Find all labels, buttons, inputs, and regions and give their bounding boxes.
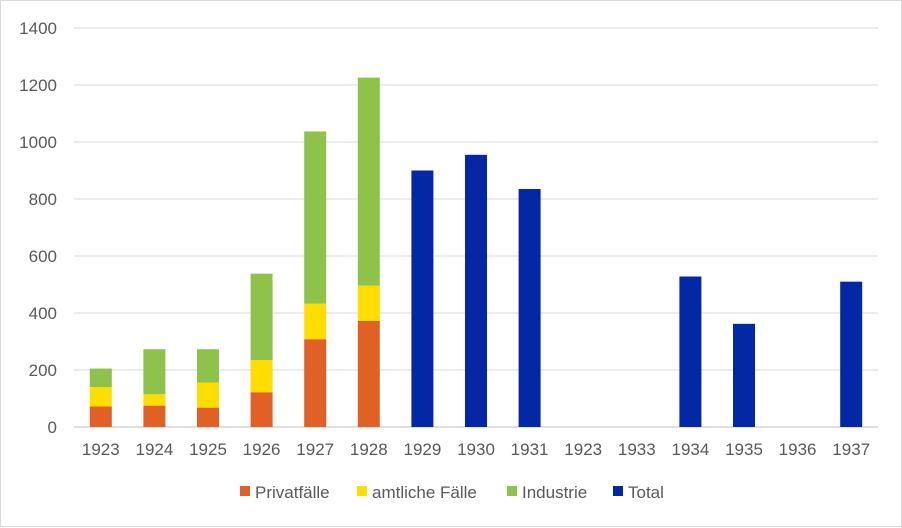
bar-amtliche-fälle-1923-0: [89, 387, 112, 407]
x-tick-label: 1927: [296, 440, 334, 459]
bar-industrie-1926-3: [250, 273, 273, 361]
x-tick-label: 1924: [135, 440, 173, 459]
bars: [89, 77, 863, 427]
bar-amtliche-fälle-1924-1: [143, 394, 166, 406]
bar-privatfälle-1926-3: [250, 392, 273, 427]
bar-industrie-1928-5: [357, 77, 380, 286]
x-tick-label: 1934: [671, 440, 709, 459]
y-tick-label: 800: [29, 190, 57, 209]
y-tick-label: 1000: [19, 133, 57, 152]
bar-total-1929-6: [411, 170, 434, 427]
y-tick-label: 400: [29, 304, 57, 323]
bar-industrie-1923-0: [89, 368, 112, 388]
bar-total-1930-7: [465, 154, 487, 427]
y-tick-label: 200: [29, 361, 57, 380]
x-tick-label: 1923: [82, 440, 120, 459]
y-tick-label: 600: [29, 247, 57, 266]
bar-total-1931-8: [518, 189, 541, 427]
x-tick-label: 1925: [189, 440, 227, 459]
y-tick-label: 0: [48, 418, 57, 437]
x-axis-ticks: 1923 1924 1925 1926 1927 1928 1929 1930 1931 1923…: [82, 440, 870, 459]
bar-industrie-1925-2: [197, 349, 219, 383]
y-axis-ticks: 0 200 400 600 800 1000 1200 1400: [19, 19, 57, 437]
bar-amtliche-fälle-1926-3: [250, 360, 273, 393]
legend-swatch: [507, 486, 517, 496]
legend: Privatfälle amtliche Fälle Industrie Total: [240, 483, 664, 502]
legend-label: Industrie: [522, 483, 587, 502]
legend-swatch: [357, 486, 367, 496]
bar-industrie-1924-1: [143, 349, 166, 395]
legend-swatch: [240, 486, 250, 496]
bar-privatfälle-1924-1: [143, 405, 166, 427]
bar-privatfälle-1927-4: [304, 339, 327, 427]
bar-industrie-1927-4: [304, 131, 327, 304]
bar-total-1934-11: [679, 276, 702, 427]
bar-total-1935-12: [733, 323, 755, 427]
y-tick-label: 1200: [19, 76, 57, 95]
x-tick-label: 1926: [243, 440, 281, 459]
bar-total-1937-14: [840, 281, 863, 427]
x-tick-label: 1929: [403, 440, 441, 459]
x-tick-label: 1935: [725, 440, 763, 459]
x-tick-label: 1923: [564, 440, 602, 459]
y-tick-label: 1400: [19, 19, 57, 38]
bar-privatfälle-1923-0: [89, 406, 112, 427]
bar-amtliche-fälle-1927-4: [304, 303, 327, 340]
bar-amtliche-fälle-1928-5: [357, 285, 380, 321]
x-tick-label: 1936: [779, 440, 817, 459]
x-tick-label: 1937: [832, 440, 870, 459]
legend-label: Privatfälle: [255, 483, 330, 502]
bar-privatfälle-1928-5: [357, 320, 380, 427]
bar-amtliche-fälle-1925-2: [197, 382, 219, 408]
legend-label: amtliche Fälle: [372, 483, 477, 502]
x-tick-label: 1928: [350, 440, 388, 459]
legend-swatch: [613, 486, 623, 496]
x-tick-label: 1931: [511, 440, 549, 459]
bar-privatfälle-1925-2: [197, 407, 219, 427]
x-tick-label: 1930: [457, 440, 495, 459]
x-tick-label: 1933: [618, 440, 656, 459]
legend-label: Total: [628, 483, 664, 502]
